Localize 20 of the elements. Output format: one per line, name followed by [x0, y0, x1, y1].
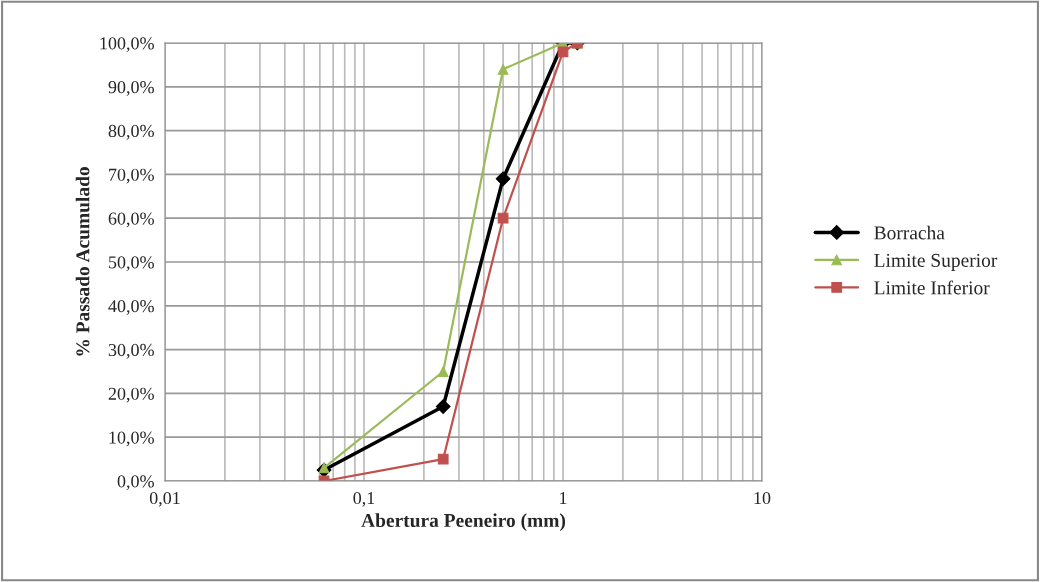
y-tick-label: 40,0%: [108, 300, 154, 315]
y-tick-label: 80,0%: [108, 124, 154, 140]
y-tick-label: 50,0%: [109, 256, 154, 272]
x-tick-label: 0,1: [353, 491, 375, 507]
x-axis-title: Abertura Peeneiro (mm): [361, 513, 566, 531]
y-axis-title: % Passado Acumulado: [75, 167, 90, 356]
y-tick-label: 100,0%: [100, 37, 154, 53]
y-tick-label: 70,0%: [109, 168, 154, 184]
y-tick-label: 60,0%: [108, 212, 154, 228]
legend-label: Limite Inferior: [874, 280, 990, 295]
y-tick-label: 90,0%: [108, 81, 154, 96]
y-tick-label: 20,0%: [108, 387, 154, 403]
x-tick-label: 1: [560, 492, 567, 504]
y-tick-label: 0,0%: [117, 475, 154, 491]
y-tick-label: 10,0%: [109, 431, 154, 447]
x-tick-label: 10: [754, 491, 771, 505]
legend-label: Borracha: [874, 225, 945, 240]
legend-label: Limite Superior: [874, 253, 998, 271]
x-tick-label: 0,01: [149, 491, 180, 507]
y-tick-label: 30,0%: [108, 343, 154, 359]
